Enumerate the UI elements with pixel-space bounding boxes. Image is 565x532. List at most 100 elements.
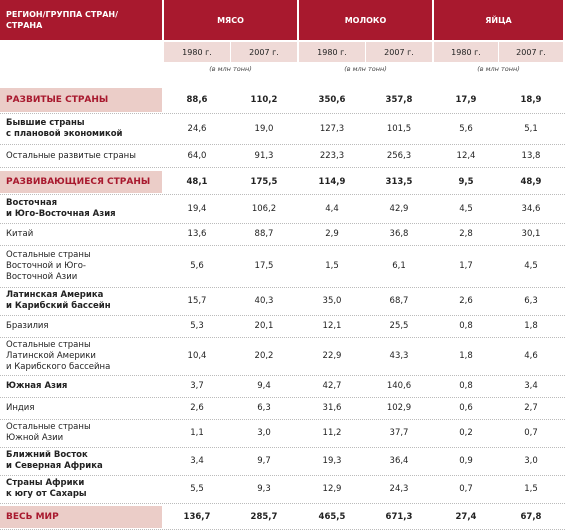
cell-value: 37,7	[389, 427, 409, 438]
cell-value: 20,1	[254, 320, 274, 331]
cell-value: 2,9	[325, 228, 339, 239]
cell-value: 2,8	[459, 228, 473, 239]
row-separator	[0, 375, 565, 376]
cell-value: 20,2	[254, 350, 274, 361]
row-label: Остальные страны Восточной и Юго- Восточ…	[6, 249, 91, 282]
row-separator	[0, 397, 565, 398]
cell-value: 31,6	[322, 402, 342, 413]
year-header: 2007 г.	[366, 42, 432, 62]
cell-value: 101,5	[386, 123, 412, 134]
row-separator	[0, 245, 565, 246]
cell-value: 106,2	[251, 203, 277, 214]
row-label: Остальные развитые страны	[6, 150, 136, 161]
cell-value: 15,7	[187, 295, 207, 306]
cell-value: 6,3	[257, 402, 271, 413]
cell-value: 13,6	[187, 228, 207, 239]
year-header: 2007 г.	[231, 42, 297, 62]
cell-value: 6,3	[524, 295, 538, 306]
row-separator	[0, 315, 565, 316]
cell-value: 12,4	[456, 150, 476, 161]
cell-value: 13,8	[521, 150, 541, 161]
cell-value: 175,5	[250, 176, 278, 187]
row-separator	[0, 337, 565, 338]
cell-value: 3,0	[524, 455, 538, 466]
row-label: Страны Африки к югу от Сахары	[6, 478, 87, 499]
cell-value: 10,4	[187, 350, 207, 361]
cell-value: 48,9	[520, 176, 542, 187]
row-separator	[0, 529, 565, 530]
cell-value: 17,9	[455, 94, 477, 105]
row-separator	[0, 503, 565, 504]
cell-value: 313,5	[385, 176, 413, 187]
cell-value: 18,9	[520, 94, 542, 105]
group-header: МОЛОКО	[299, 0, 432, 40]
cell-value: 40,3	[254, 295, 274, 306]
cell-value: 4,5	[524, 260, 538, 271]
row-separator	[0, 475, 565, 476]
section-band	[0, 171, 162, 193]
row-label: Остальные страны Латинской Америки и Кар…	[6, 339, 111, 372]
units: (в млн тонн)	[344, 64, 387, 73]
section-band	[0, 506, 162, 528]
group-header: МЯСО	[164, 0, 297, 40]
row-label: Восточная и Юго-Восточная Азия	[6, 198, 116, 219]
cell-value: 11,2	[322, 427, 342, 438]
cell-value: 357,8	[385, 94, 413, 105]
row-label: ВЕСЬ МИР	[6, 511, 59, 522]
cell-value: 110,2	[250, 94, 278, 105]
cell-value: 36,8	[389, 228, 409, 239]
year-header: 1980 г.	[434, 42, 498, 62]
cell-value: 88,6	[186, 94, 208, 105]
cell-value: 5,1	[524, 123, 538, 134]
cell-value: 1,8	[524, 320, 538, 331]
cell-value: 1,5	[524, 483, 538, 494]
cell-value: 43,3	[389, 350, 409, 361]
cell-value: 42,9	[389, 203, 409, 214]
cell-value: 256,3	[386, 150, 412, 161]
cell-value: 285,7	[250, 511, 278, 522]
row-separator	[0, 144, 565, 145]
row-separator	[0, 223, 565, 224]
cell-value: 42,7	[322, 380, 342, 391]
cell-value: 9,3	[257, 483, 271, 494]
year-header: 2007 г.	[499, 42, 563, 62]
cell-value: 5,5	[190, 483, 204, 494]
cell-value: 140,6	[386, 380, 412, 391]
cell-value: 5,6	[190, 260, 204, 271]
cell-value: 19,3	[322, 455, 342, 466]
cell-value: 6,1	[392, 260, 406, 271]
cell-value: 12,1	[322, 320, 342, 331]
cell-value: 4,6	[524, 350, 538, 361]
cell-value: 0,6	[459, 402, 473, 413]
row-label: РАЗВИТЫЕ СТРАНЫ	[6, 94, 109, 105]
year-header: 1980 г.	[299, 42, 365, 62]
row-label: Латинская Америка и Карибский бассейн	[6, 290, 111, 311]
cell-value: 0,2	[459, 427, 473, 438]
cell-value: 34,6	[521, 203, 541, 214]
cell-value: 3,4	[190, 455, 204, 466]
region-header: РЕГИОН/ГРУППА СТРАН/ СТРАНА	[0, 0, 162, 40]
row-separator	[0, 447, 565, 448]
cell-value: 0,8	[459, 320, 473, 331]
cell-value: 30,1	[521, 228, 541, 239]
row-label: Бразилия	[6, 320, 49, 331]
cell-value: 3,7	[190, 380, 204, 391]
row-label: Остальные страны Южной Азии	[6, 422, 91, 443]
row-label: Южная Азия	[6, 380, 68, 391]
row-separator	[0, 167, 565, 168]
year-header: 1980 г.	[164, 42, 230, 62]
cell-value: 1,7	[459, 260, 473, 271]
cell-value: 3,4	[524, 380, 538, 391]
cell-value: 114,9	[318, 176, 346, 187]
cell-value: 2,6	[190, 402, 204, 413]
cell-value: 4,5	[459, 203, 473, 214]
cell-value: 19,4	[187, 203, 207, 214]
cell-value: 0,7	[459, 483, 473, 494]
cell-value: 9,5	[458, 176, 474, 187]
cell-value: 24,3	[389, 483, 409, 494]
cell-value: 1,5	[325, 260, 339, 271]
row-separator	[0, 419, 565, 420]
cell-value: 17,5	[254, 260, 274, 271]
cell-value: 223,3	[319, 150, 345, 161]
